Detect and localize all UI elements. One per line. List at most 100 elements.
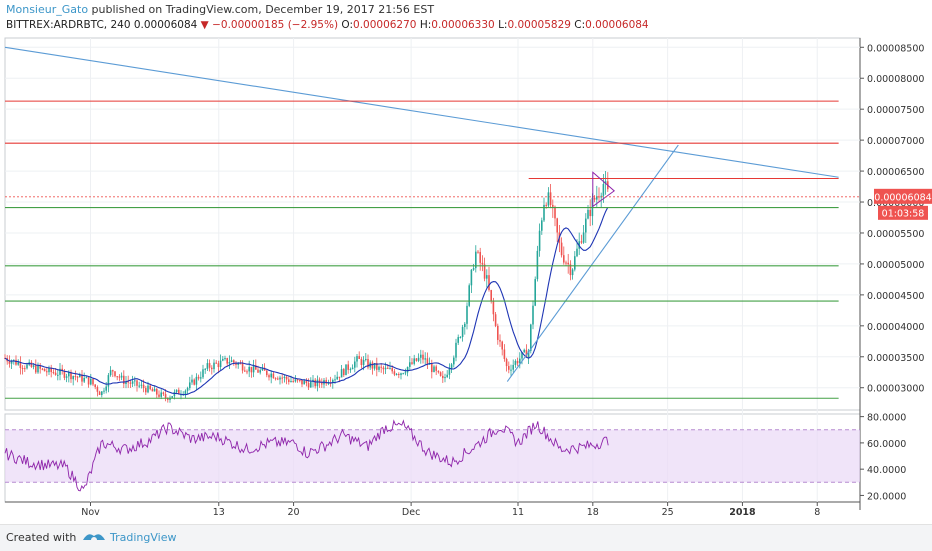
ohlc-legend: BITTREX:ARDRBTC, 240 0.00006084 ▼ −0.000… xyxy=(6,18,649,33)
candle-body xyxy=(365,358,367,360)
candle-body xyxy=(112,370,114,372)
candle-body xyxy=(402,373,404,375)
candle-body xyxy=(325,380,327,384)
candle-body xyxy=(263,367,266,371)
countdown-badge xyxy=(878,205,928,220)
candle-body xyxy=(32,365,35,367)
candle-body xyxy=(127,381,129,383)
candle-body xyxy=(197,376,200,379)
candle-body xyxy=(30,362,33,367)
candle-body xyxy=(54,372,57,375)
x-tick-label: 25 xyxy=(662,507,674,518)
candle-body xyxy=(43,368,46,372)
y-tick-label: 0.00005500 xyxy=(867,229,924,240)
tradingview-logo-icon[interactable] xyxy=(82,530,106,544)
candle-body xyxy=(131,381,134,384)
candle-body xyxy=(213,362,215,370)
candle-body xyxy=(545,204,547,206)
candle-body xyxy=(98,391,101,396)
candle-body xyxy=(70,371,72,380)
rsi-line xyxy=(4,419,609,492)
candle-body xyxy=(57,374,59,376)
candle-body xyxy=(109,370,112,376)
candle-body xyxy=(140,384,143,386)
candle-body xyxy=(63,371,66,378)
candle-body xyxy=(208,363,211,368)
candle-body xyxy=(448,368,451,375)
candle-body xyxy=(596,196,598,200)
y-tick-label: 0.00004500 xyxy=(867,291,924,302)
candle-body xyxy=(516,360,519,364)
candle-body xyxy=(503,349,506,359)
trendline-line xyxy=(4,46,839,178)
x-tick-label: 13 xyxy=(213,507,225,518)
candle-body xyxy=(26,364,28,369)
candle-body xyxy=(118,376,121,378)
moving-average-line xyxy=(4,207,609,396)
y-tick-label: 0.00008500 xyxy=(867,43,924,54)
candle-body xyxy=(147,385,149,393)
candle-body xyxy=(589,209,591,217)
candle-body xyxy=(521,352,523,359)
candle-body xyxy=(424,358,426,360)
candle-body xyxy=(508,366,510,370)
candle-body xyxy=(569,264,572,276)
author-name[interactable]: Monsieur_Gato xyxy=(6,3,89,16)
y-tick-label: 0.00006500 xyxy=(867,167,924,178)
candle-body xyxy=(393,371,396,375)
candle-body xyxy=(475,251,477,269)
candle-body xyxy=(246,371,248,373)
candle-body xyxy=(343,369,345,376)
candle-body xyxy=(543,204,545,221)
candle-body xyxy=(360,358,363,366)
candle-body xyxy=(244,370,246,372)
candle-body xyxy=(290,380,292,383)
candle-body xyxy=(340,369,343,378)
rsi-tick-label: 80.0000 xyxy=(867,413,906,424)
high-label: H: xyxy=(419,19,432,31)
candle-body xyxy=(272,373,275,379)
candle-body xyxy=(431,363,433,373)
candle-body xyxy=(158,394,160,397)
candle-body xyxy=(151,389,154,392)
candle-body xyxy=(204,368,206,370)
candle-body xyxy=(530,324,532,351)
candle-body xyxy=(90,379,92,385)
candle-body xyxy=(65,376,68,378)
candle-body xyxy=(303,380,305,385)
y-tick-label: 0.00008000 xyxy=(867,74,924,85)
candle-body xyxy=(145,388,147,393)
candle-body xyxy=(351,367,354,370)
candle-body xyxy=(602,184,605,196)
candle-body xyxy=(21,368,24,370)
candle-body xyxy=(439,372,442,376)
candles xyxy=(4,170,609,492)
candle-body xyxy=(534,279,536,306)
candle-body xyxy=(79,374,81,378)
candle-body xyxy=(345,364,347,376)
candle-body xyxy=(560,242,563,256)
price-change: −0.00000185 (−2.95%) xyxy=(212,19,339,31)
candle-body xyxy=(266,370,268,376)
candle-body xyxy=(358,356,360,359)
candle-body xyxy=(136,380,138,386)
candle-body xyxy=(422,354,424,360)
candle-body xyxy=(46,371,48,373)
candle-body xyxy=(171,396,173,398)
candle-body xyxy=(8,361,11,364)
candle-body xyxy=(481,262,484,265)
candle-body xyxy=(160,392,162,397)
candle-body xyxy=(237,363,239,365)
candle-body xyxy=(384,367,387,370)
candle-body xyxy=(186,388,189,391)
chart-canvas[interactable]: 0.00008500 0.00008000 0.00007500 0.00007000… xyxy=(0,0,932,524)
candle-body xyxy=(501,341,503,350)
candle-body xyxy=(114,371,116,377)
tradingview-link[interactable]: TradingView xyxy=(110,531,177,544)
candle-body xyxy=(307,383,310,388)
close-label: C: xyxy=(574,19,586,31)
candle-body xyxy=(72,376,74,380)
candle-body xyxy=(138,385,140,387)
candle-body xyxy=(294,379,297,382)
candle-body xyxy=(52,372,55,374)
